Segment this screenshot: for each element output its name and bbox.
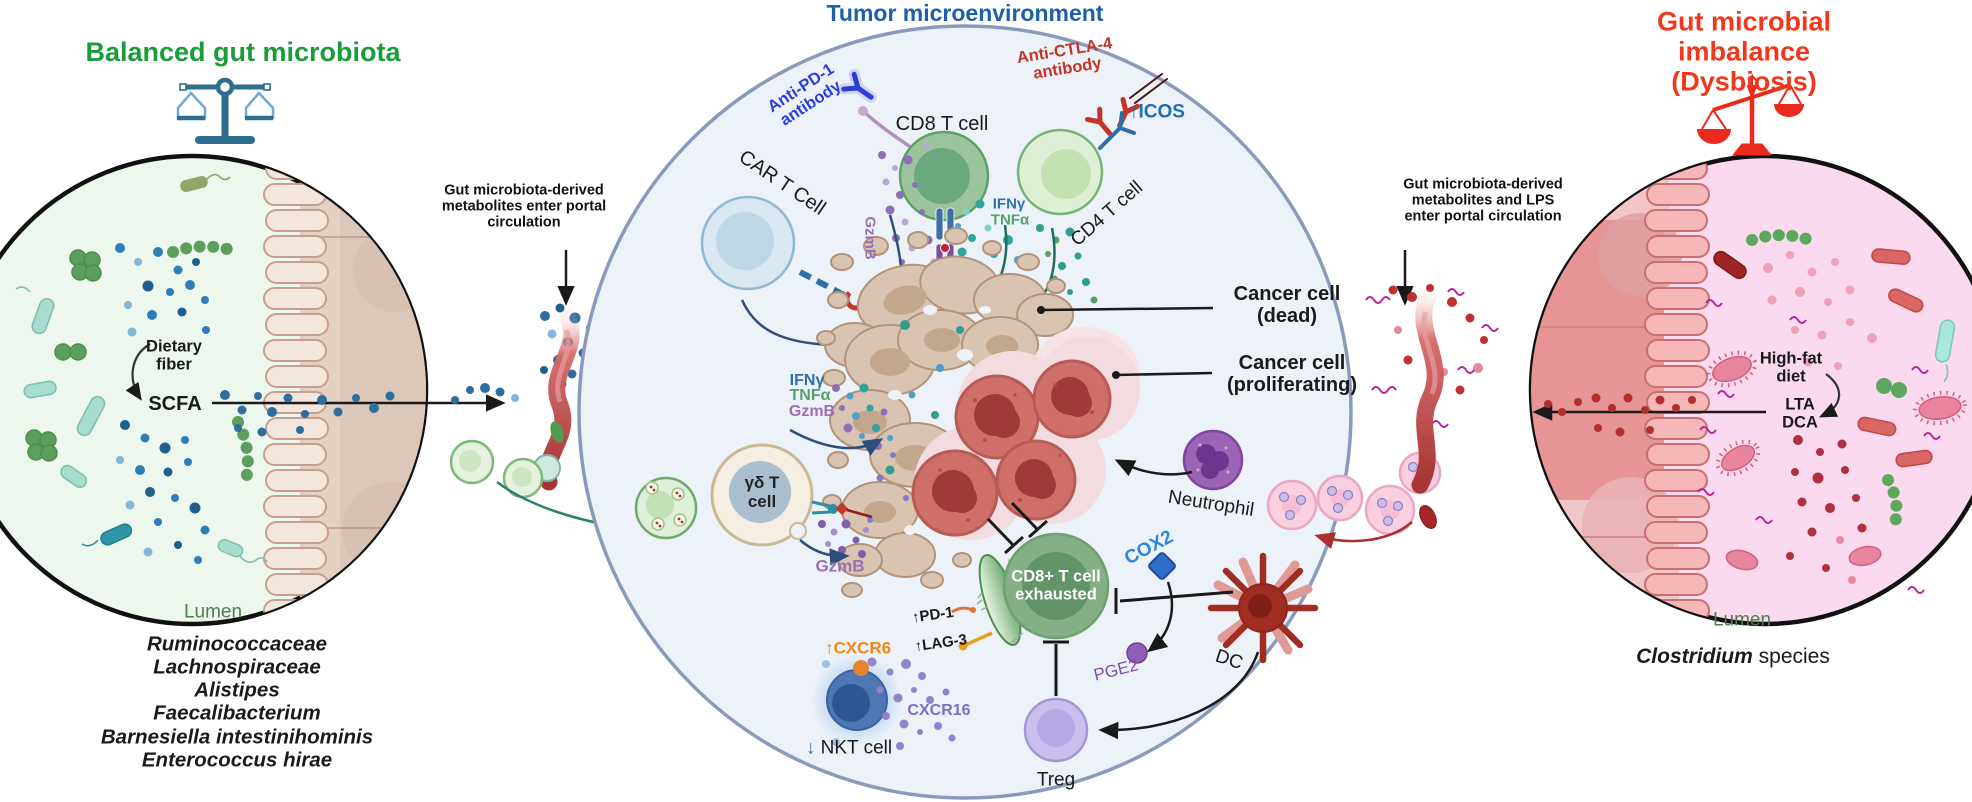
cox2-icon bbox=[1148, 552, 1176, 580]
dc-inhibition-bar bbox=[1114, 588, 1234, 614]
gzmb-label-bottom: GzmB bbox=[815, 556, 865, 576]
lumen-label-right: Lumen bbox=[1712, 609, 1772, 631]
neutrophil-arrow bbox=[1114, 459, 1193, 477]
lta-dca-label: LTA DCA bbox=[1782, 395, 1818, 432]
treg-label: Treg bbox=[1036, 769, 1076, 791]
tumor-microenvironment-circle bbox=[577, 24, 1442, 800]
tnfa-label-top: TNFα bbox=[990, 211, 1030, 229]
left-portal-caption: Gut microbiota-derived metabolites enter… bbox=[441, 182, 607, 232]
clostridium-suffix: species bbox=[1752, 645, 1830, 669]
scfa-label: SCFA bbox=[148, 392, 202, 415]
dysbiosis-title: Gut microbial imbalance (Dysbiosis) bbox=[1656, 6, 1832, 98]
dead-cell-spots bbox=[853, 285, 1018, 523]
lta-dots-villi bbox=[1544, 393, 1696, 437]
scale-balanced-icon bbox=[176, 77, 275, 144]
lps-squiggles-lumen bbox=[1697, 299, 1941, 594]
dc-treg-arrow bbox=[1098, 651, 1260, 740]
cxcr6-receptor-dot bbox=[853, 660, 869, 676]
lumen-label-left: Lumen bbox=[183, 601, 243, 623]
mid-cytokine-arrow bbox=[789, 428, 884, 456]
scfa-dots-left bbox=[115, 243, 210, 564]
high-fat-label: High-fat diet bbox=[1759, 349, 1823, 386]
nkt-label: ↓ NKT cell bbox=[806, 737, 892, 758]
scale-tilted-icon bbox=[1697, 73, 1804, 156]
cd8-label: CD8 T cell bbox=[895, 112, 989, 135]
cxcr16-label: CXCR16 bbox=[907, 702, 971, 720]
lag3-receptor-icon bbox=[958, 631, 993, 651]
ifng-label-top: IFNγ bbox=[992, 195, 1026, 213]
dendritic-cell bbox=[1207, 552, 1319, 664]
balanced-gut-circle bbox=[0, 153, 506, 627]
villi-left bbox=[263, 157, 329, 622]
high-fat-arrow bbox=[1819, 373, 1841, 418]
bacteria-right bbox=[1697, 229, 1967, 594]
cancer-cells-proliferating bbox=[911, 327, 1140, 540]
dots-in-tumor bbox=[867, 320, 964, 523]
icos-receptor-icon bbox=[1098, 111, 1136, 150]
nkt-label-text: NKT cell bbox=[815, 737, 893, 759]
balanced-title: Balanced gut microbiota bbox=[85, 36, 401, 67]
villi-right bbox=[1644, 157, 1710, 622]
dietary-fiber-label: Dietary fiber bbox=[146, 337, 202, 374]
scfa-activated-cell bbox=[634, 476, 698, 540]
pink-dots bbox=[1763, 251, 1877, 370]
right-portal-connector bbox=[1365, 250, 1499, 530]
pge2-dot bbox=[1126, 642, 1148, 664]
tumor-inhibition-bars bbox=[986, 501, 1048, 555]
bacteria-left bbox=[15, 173, 268, 564]
ifng-label-mid: IFNγ bbox=[789, 372, 825, 390]
dark-red-dots bbox=[1786, 435, 1867, 584]
exhausted-label: CD8+ T cell exhausted bbox=[1011, 567, 1101, 604]
tnfa-label-mid: TNFα bbox=[789, 387, 831, 405]
cancer-dead-label: Cancer cell (dead) bbox=[1233, 283, 1341, 327]
nkt-cell bbox=[811, 654, 903, 746]
cxcr6-label: ↑CXCR6 bbox=[824, 638, 892, 658]
clostridium-label: Clostridium species bbox=[1636, 645, 1830, 669]
gzmb-label-mid: GzmB bbox=[788, 403, 836, 421]
cancer-proliferating-label: Cancer cell (proliferating) bbox=[1227, 352, 1357, 396]
gdt-gzmb-arrow bbox=[799, 539, 850, 566]
infiltration-arrow bbox=[1314, 521, 1413, 549]
neutrophil-cell bbox=[1182, 429, 1244, 491]
dead-cell-holes bbox=[848, 305, 991, 535]
nkt-down-arrow: ↓ bbox=[805, 737, 816, 759]
right-portal-caption: Gut microbiota-derived metabolites and L… bbox=[1403, 176, 1563, 226]
clostridium-genus: Clostridium bbox=[1636, 645, 1753, 669]
red-blood-cell bbox=[1419, 504, 1437, 530]
scfa-dots-villi bbox=[220, 390, 395, 437]
gzmb-label-top: GzmB bbox=[861, 216, 879, 260]
beneficial-species-list: Ruminococcaceae Lachnospiraceae Alistipe… bbox=[100, 632, 374, 772]
cancer-label-leaders bbox=[1037, 306, 1214, 379]
icos-label: ↑ICOS bbox=[1129, 101, 1185, 123]
cxcr16-dots bbox=[822, 657, 956, 750]
gamma-delta-t-cell bbox=[710, 443, 873, 547]
tme-title: Tumor microenvironment bbox=[826, 0, 1104, 27]
cox2-pge2-arrow bbox=[1147, 581, 1174, 653]
dietary-fiber-arrow bbox=[125, 343, 151, 401]
lps-squiggles bbox=[1365, 288, 1499, 428]
gdt-label: γδ T cell bbox=[744, 472, 780, 511]
dysbiosis-gut-circle bbox=[1528, 153, 1972, 627]
pd1-receptor-icon bbox=[951, 592, 988, 614]
treg-inhibition-bar bbox=[1043, 640, 1069, 696]
